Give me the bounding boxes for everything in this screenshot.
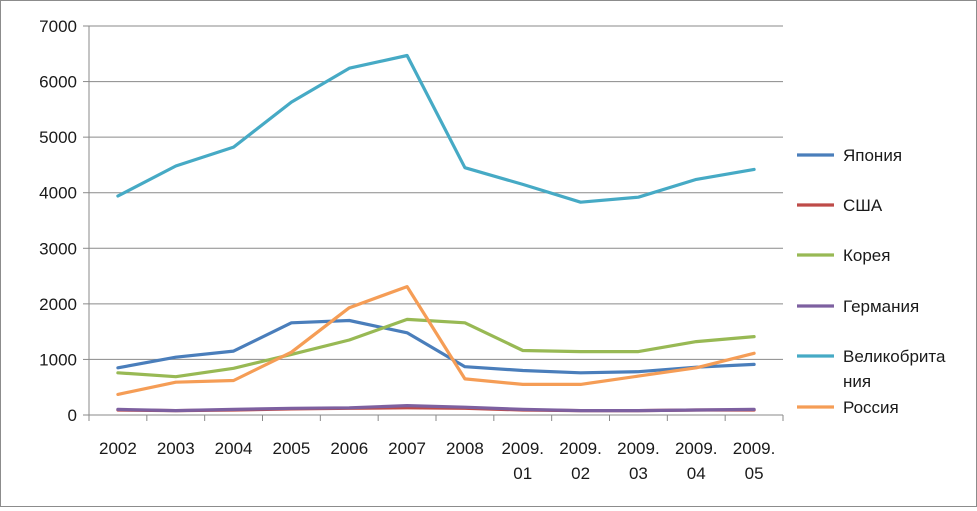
x-tick-label: 2009. 03 xyxy=(617,439,660,483)
legend-label: Великобрита ния xyxy=(843,347,946,391)
series-layer xyxy=(116,53,756,413)
y-tick-label: 4000 xyxy=(39,184,77,203)
y-tick-label: 6000 xyxy=(39,73,77,92)
y-tick-label: 7000 xyxy=(39,17,77,36)
axis-layer: 0 1000 2000 3000 4000 5000 6000 7000 2002 2003 200… xyxy=(39,17,784,483)
y-tick-label: 5000 xyxy=(39,128,77,147)
series-line xyxy=(116,317,756,379)
series-line xyxy=(116,318,756,375)
x-tick-label: 2009. 05 xyxy=(733,439,776,483)
x-tick-label: 2009. 02 xyxy=(559,439,602,483)
legend-label: США xyxy=(843,196,883,215)
x-tick-label: 2006 xyxy=(330,439,368,458)
x-tick-label: 2005 xyxy=(273,439,311,458)
series-line xyxy=(116,404,756,413)
x-tick-label: 2009. 04 xyxy=(675,439,718,483)
legend-label: Япония xyxy=(843,146,902,165)
legend: Япония США Корея Германия Великобрита ния Росс… xyxy=(797,146,946,417)
legend-label: Германия xyxy=(843,297,919,316)
x-tick-label: 2004 xyxy=(215,439,253,458)
y-tick-label: 2000 xyxy=(39,295,77,314)
x-tick-label: 2007 xyxy=(388,439,426,458)
series-line xyxy=(116,285,756,396)
y-tick-label: 3000 xyxy=(39,239,77,258)
x-tick-label: 2008 xyxy=(446,439,484,458)
y-tick-label: 1000 xyxy=(39,350,77,369)
x-tick-label: 2002 xyxy=(99,439,137,458)
series-line xyxy=(116,53,756,204)
legend-label: Корея xyxy=(843,246,890,265)
y-tick-label: 0 xyxy=(68,406,77,425)
x-tick-label: 2003 xyxy=(157,439,195,458)
legend-label: Россия xyxy=(843,398,899,417)
grid-layer xyxy=(89,25,783,360)
x-tick-label: 2009. 01 xyxy=(501,439,544,483)
